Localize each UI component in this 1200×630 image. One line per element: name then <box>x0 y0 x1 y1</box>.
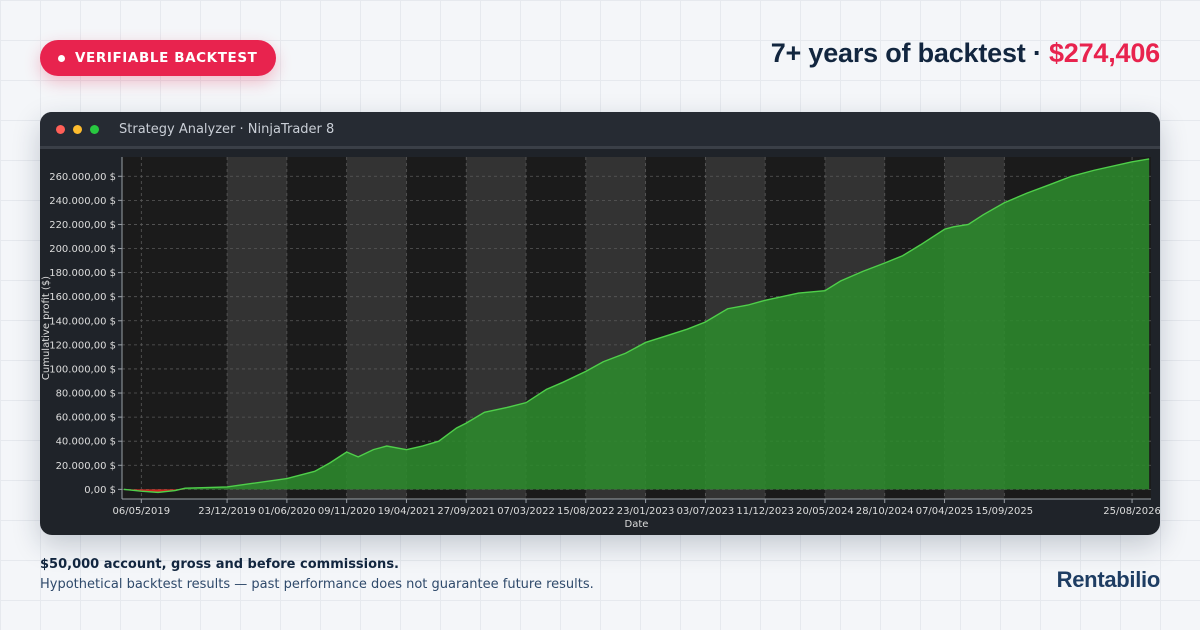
x-tick-label: 07/04/2025 <box>916 506 974 517</box>
shaded-period-band <box>346 157 407 499</box>
headline-text: 7+ years of backtest · <box>770 38 1049 68</box>
y-tick-label: 100.000,00 $ <box>49 364 116 375</box>
maximize-window-icon[interactable] <box>90 124 99 134</box>
rentabilio-logo: Rentabilio <box>1056 567 1161 592</box>
headline-amount: $274,406 <box>1048 38 1160 68</box>
x-tick-label: 07/03/2022 <box>497 506 555 517</box>
x-tick-label: 20/05/2024 <box>796 506 854 517</box>
series-group <box>123 158 1150 494</box>
cumulative-profit-line <box>123 158 1150 494</box>
y-tick-label: 20.000,00 $ <box>56 461 116 472</box>
cumulative-profit-chart: 0,00 $ 20.000,00 $ 40.000,00 $ 60.000,00 $ 8… <box>41 157 1160 530</box>
y-tick-label: 160.000,00 $ <box>49 292 116 303</box>
x-tick-label: 03/07/2023 <box>677 506 735 517</box>
y-tick-label: 80.000,00 $ <box>56 389 116 400</box>
y-tick-label: 180.000,00 $ <box>49 268 116 279</box>
x-tick-label: 11/12/2023 <box>736 506 794 517</box>
y-tick-label: 260.000,00 $ <box>49 172 116 183</box>
minimize-window-icon[interactable] <box>73 124 82 134</box>
profit-area <box>123 158 1150 493</box>
x-axis-title: Date <box>625 519 649 530</box>
window-titlebar: Strategy Analyzer · NinjaTrader 8 <box>40 112 1160 149</box>
x-tick-label: 06/05/2019 <box>112 506 170 517</box>
y-tick-label: 40.000,00 $ <box>56 437 116 448</box>
badge-label: VERIFIABLE BACKTEST <box>75 50 258 66</box>
y-tick-label: 200.000,00 $ <box>49 244 116 255</box>
x-tick-label: 25/08/2026 <box>1103 506 1160 517</box>
y-tick-label: 120.000,00 $ <box>49 340 116 351</box>
window-title: Strategy Analyzer · NinjaTrader 8 <box>119 121 335 137</box>
y-tick-label: 140.000,00 $ <box>49 316 116 327</box>
x-tick-label: 28/10/2024 <box>856 506 914 517</box>
x-tick-label: 23/01/2023 <box>617 506 675 517</box>
x-tick-label: 01/06/2020 <box>258 506 316 517</box>
x-tick-label: 09/11/2020 <box>318 506 376 517</box>
y-tick-label: 60.000,00 $ <box>56 413 116 424</box>
x-tick-label: 27/09/2021 <box>437 506 495 517</box>
disclaimer: Hypothetical backtest results — past per… <box>40 577 594 592</box>
headline: 7+ years of backtest · $274,406 <box>770 38 1161 69</box>
drawdown-area <box>123 489 186 493</box>
close-window-icon[interactable] <box>56 124 65 134</box>
x-tick-label: 23/12/2019 <box>198 506 256 517</box>
y-tick-label: 240.000,00 $ <box>49 196 116 207</box>
badge-dot-icon <box>58 54 65 62</box>
x-tick-label: 15/08/2022 <box>557 506 615 517</box>
x-tick-label: 19/04/2021 <box>378 506 436 517</box>
shaded-period-band <box>227 157 287 499</box>
y-axis-title: Cumulative profit ($) <box>41 276 52 380</box>
x-tick-label: 15/09/2025 <box>975 506 1033 517</box>
strategy-analyzer-window: Strategy Analyzer · NinjaTrader 8 0,00 $… <box>40 112 1160 535</box>
verifiable-backtest-badge: VERIFIABLE BACKTEST <box>40 40 277 76</box>
y-tick-label: 0,00 $ <box>84 485 116 496</box>
y-tick-label: 220.000,00 $ <box>49 220 116 231</box>
account-note: $50,000 account, gross and before commis… <box>40 557 399 572</box>
